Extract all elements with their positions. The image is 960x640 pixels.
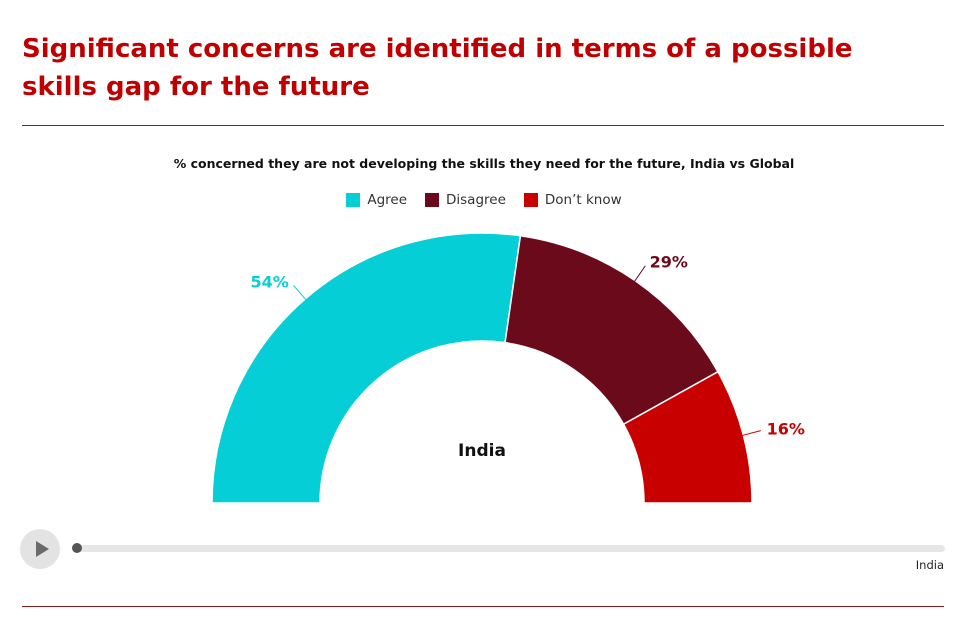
timeline-track[interactable] <box>75 545 945 552</box>
bottom-divider <box>22 606 944 607</box>
legend-item-agree[interactable]: Agree <box>346 192 407 208</box>
leader-line <box>293 285 310 304</box>
timeline-player: India <box>20 527 950 572</box>
leader-line <box>737 430 761 438</box>
timeline-handle[interactable] <box>72 543 82 553</box>
legend-label-dont-know: Don’t know <box>544 192 622 208</box>
legend-swatch-dont-know <box>523 193 538 207</box>
timeline-label: India <box>915 558 944 572</box>
data-label: 16% <box>767 420 805 439</box>
center-label: India <box>458 441 506 461</box>
legend-swatch-agree <box>346 193 361 207</box>
legend-item-dont-know[interactable]: Don’t know <box>523 192 622 208</box>
legend-label-agree: Agree <box>367 192 407 208</box>
title-line-2: skills gap for the future <box>22 72 370 102</box>
slice-agree[interactable] <box>211 232 522 504</box>
title-line-1: Significant concerns are identified in t… <box>22 34 853 64</box>
chart-subtitle: % concerned they are not developing the … <box>173 156 795 171</box>
top-divider <box>22 125 944 126</box>
page-title: Significant concerns are identified in t… <box>22 30 922 106</box>
semi-donut-chart: 54% 29% 16% India <box>211 232 805 504</box>
legend-item-disagree[interactable]: Disagree <box>425 192 506 208</box>
leader-line <box>631 265 646 286</box>
data-label: 54% <box>250 272 288 291</box>
play-button[interactable] <box>20 529 60 569</box>
chart-legend: Agree Disagree Don’t know <box>0 192 960 208</box>
legend-label-disagree: Disagree <box>446 192 506 208</box>
data-label: 29% <box>650 252 688 271</box>
legend-swatch-disagree <box>425 193 439 207</box>
slice-don-t-know[interactable] <box>622 370 753 504</box>
play-icon <box>35 541 49 557</box>
